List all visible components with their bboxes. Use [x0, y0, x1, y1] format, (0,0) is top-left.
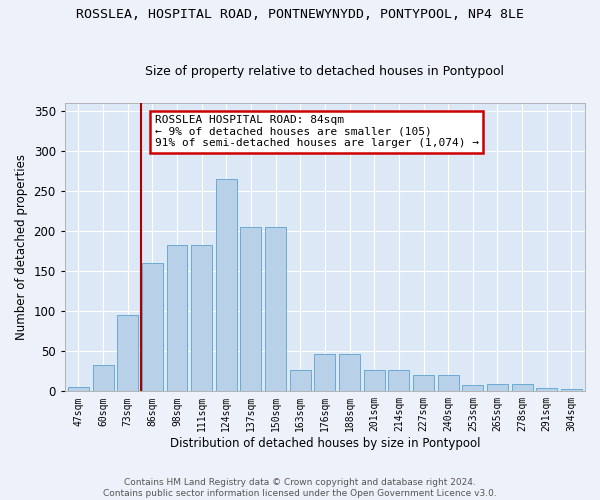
Bar: [561, 389, 582, 392]
Bar: [339, 354, 360, 392]
Bar: [463, 385, 484, 392]
Text: ROSSLEA, HOSPITAL ROAD, PONTNEWYNYDD, PONTYPOOL, NP4 8LE: ROSSLEA, HOSPITAL ROAD, PONTNEWYNYDD, PO…: [76, 8, 524, 20]
Bar: [167, 245, 187, 392]
Bar: [314, 354, 335, 392]
Title: Size of property relative to detached houses in Pontypool: Size of property relative to detached ho…: [145, 66, 505, 78]
Bar: [536, 388, 557, 392]
Bar: [216, 180, 237, 392]
Bar: [438, 374, 458, 392]
Bar: [142, 264, 163, 392]
Text: Contains HM Land Registry data © Crown copyright and database right 2024.
Contai: Contains HM Land Registry data © Crown c…: [103, 478, 497, 498]
Bar: [487, 384, 508, 392]
X-axis label: Distribution of detached houses by size in Pontypool: Distribution of detached houses by size …: [170, 437, 480, 450]
Bar: [364, 370, 385, 392]
Bar: [241, 228, 262, 392]
Bar: [265, 228, 286, 392]
Bar: [413, 374, 434, 392]
Y-axis label: Number of detached properties: Number of detached properties: [15, 154, 28, 340]
Bar: [68, 386, 89, 392]
Bar: [290, 370, 311, 392]
Bar: [512, 384, 533, 392]
Bar: [388, 370, 409, 392]
Bar: [92, 365, 113, 392]
Bar: [117, 316, 138, 392]
Bar: [191, 245, 212, 392]
Text: ROSSLEA HOSPITAL ROAD: 84sqm
← 9% of detached houses are smaller (105)
91% of se: ROSSLEA HOSPITAL ROAD: 84sqm ← 9% of det…: [155, 116, 479, 148]
